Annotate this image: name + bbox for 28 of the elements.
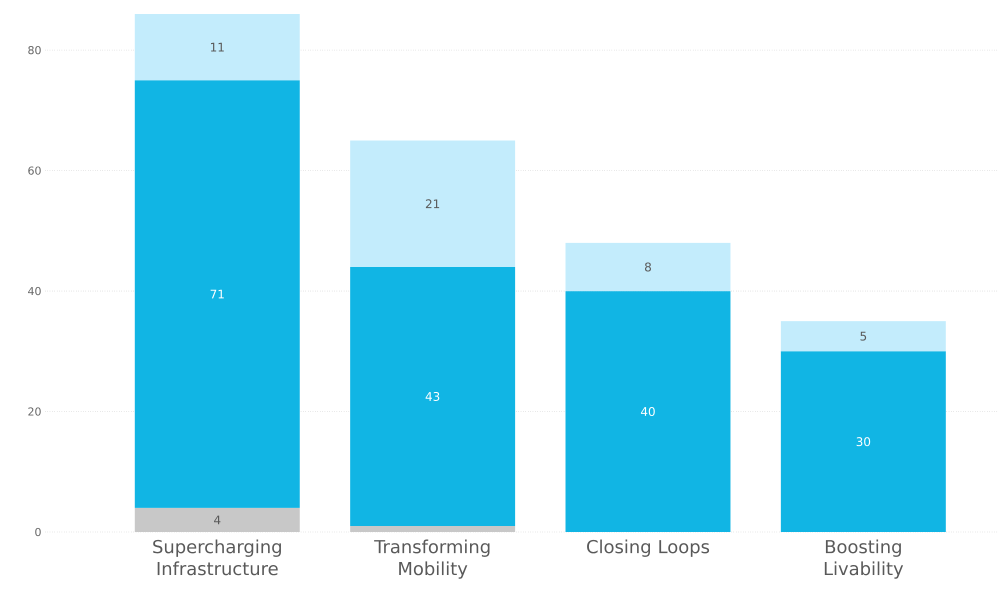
bar bbox=[350, 140, 516, 267]
bar bbox=[134, 80, 300, 508]
data-label: 30 bbox=[856, 437, 870, 446]
y-tick-label: 80 bbox=[28, 46, 41, 54]
bar bbox=[566, 291, 730, 532]
bar bbox=[566, 242, 730, 292]
y-tick-label: 20 bbox=[28, 407, 41, 416]
x-tick-label: Transforming Mobility bbox=[374, 540, 490, 579]
data-label: 4 bbox=[214, 516, 220, 524]
x-tick-label: Boosting Livability bbox=[824, 540, 904, 579]
bar bbox=[780, 351, 946, 532]
bar bbox=[350, 266, 516, 526]
y-tick-label: 60 bbox=[28, 166, 41, 175]
data-label: 21 bbox=[426, 199, 440, 208]
x-tick-label: Closing Loops bbox=[587, 540, 710, 557]
y-tick-label: 0 bbox=[35, 528, 41, 536]
x-tick-label: Supercharging Infrastructure bbox=[153, 540, 281, 576]
data-label: 5 bbox=[860, 332, 866, 341]
data-label: 43 bbox=[426, 392, 440, 401]
data-label: 71 bbox=[210, 290, 224, 298]
data-label: 40 bbox=[640, 407, 655, 416]
bar bbox=[350, 526, 516, 532]
data-label: 8 bbox=[644, 262, 651, 272]
bar bbox=[134, 14, 300, 80]
data-label: 11 bbox=[210, 42, 224, 52]
bar bbox=[134, 508, 300, 532]
y-tick-label: 40 bbox=[28, 286, 41, 296]
bar bbox=[780, 321, 946, 352]
